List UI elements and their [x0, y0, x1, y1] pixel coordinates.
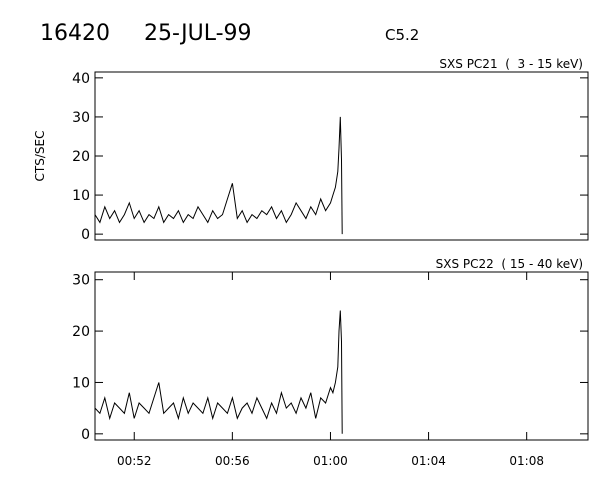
plot-frame: [94, 271, 589, 441]
y-tick-label: 20: [72, 149, 90, 165]
x-tick-label: 01:00: [313, 454, 348, 468]
count-rate-line: [94, 310, 343, 434]
event-id: 16420: [40, 21, 110, 46]
y-tick-label: 0: [81, 227, 90, 243]
y-tick-label: 40: [72, 71, 90, 87]
x-tick-label: 01:04: [411, 454, 446, 468]
x-tick-label: 01:08: [509, 454, 544, 468]
x-tick-label: 00:56: [215, 454, 250, 468]
y-tick-label: 20: [72, 324, 90, 340]
y-axis-label: CTS/SEC: [33, 131, 47, 182]
y-tick-label: 30: [72, 273, 90, 289]
y-tick-label: 30: [72, 110, 90, 126]
panel-title: SXS PC22 ( 15 - 40 keV): [436, 257, 583, 271]
count-rate-line: [94, 116, 343, 235]
panel-title: SXS PC21 ( 3 - 15 keV): [439, 57, 583, 71]
event-date: 25-JUL-99: [144, 21, 252, 46]
flare-class: C5.2: [385, 26, 419, 44]
y-tick-label: 10: [72, 188, 90, 204]
x-tick-label: 00:52: [117, 454, 152, 468]
y-tick-label: 10: [72, 375, 90, 391]
y-tick-label: 0: [81, 427, 90, 443]
